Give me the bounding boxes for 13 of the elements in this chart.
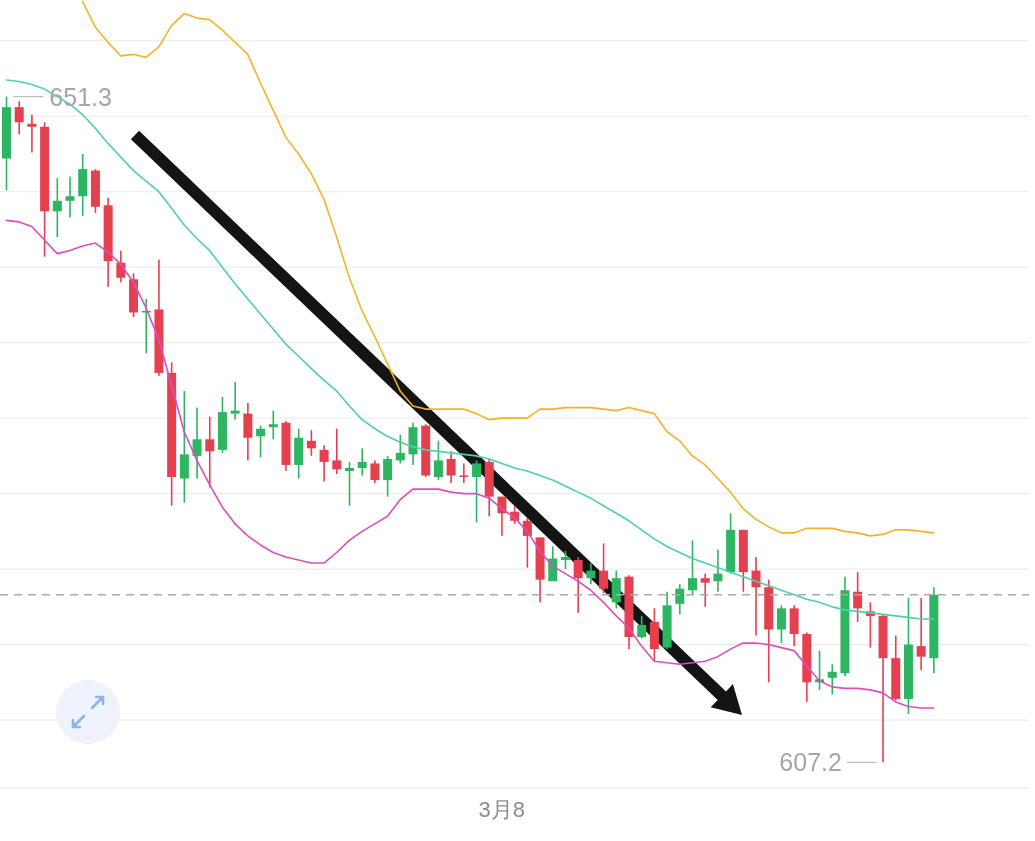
candlestick [713,549,723,592]
candlestick [268,410,278,440]
candlestick [700,573,710,607]
candlestick [916,597,926,671]
candlestick [332,428,342,475]
candlestick [827,664,837,695]
candlestick [205,416,215,488]
candlestick [65,176,75,218]
x-tick-label: 3月8 [478,796,526,822]
candlestick [230,381,240,420]
candlestick [357,448,367,476]
annotation: 607.2 [779,748,842,777]
candlestick [27,114,37,153]
